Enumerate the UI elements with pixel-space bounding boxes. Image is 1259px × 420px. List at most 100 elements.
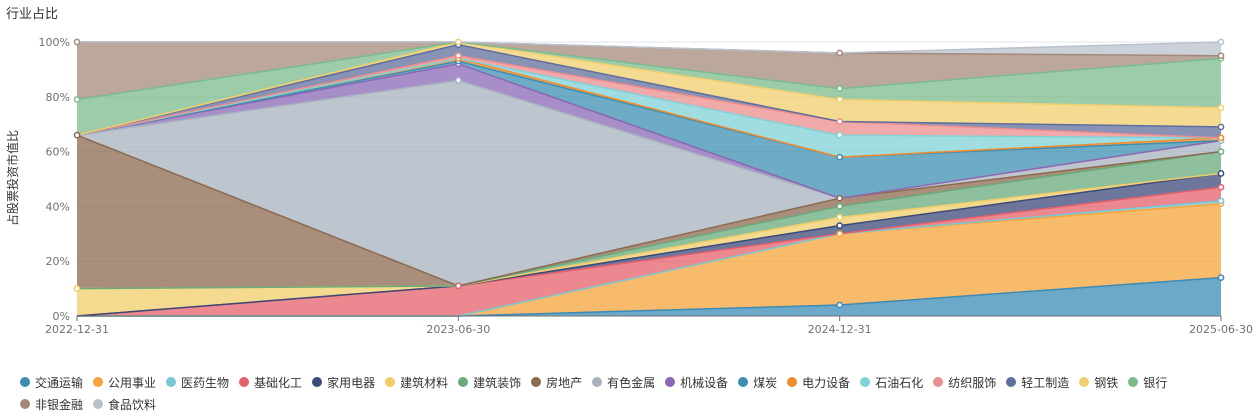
data-point[interactable] [836, 214, 844, 221]
legend-color-icon [738, 377, 749, 387]
legend-item[interactable]: 非银金融 [20, 396, 83, 412]
legend-item[interactable]: 医药生物 [166, 374, 229, 390]
y-axis-label: 占股票投资市值比 [5, 130, 20, 226]
legend-color-icon [385, 377, 396, 387]
legend-item[interactable]: 钢铁 [1079, 374, 1118, 390]
legend-color-icon [20, 399, 30, 409]
area-6 [77, 173, 1221, 316]
y-tick-label: 40% [46, 200, 70, 213]
series-line-10 [76, 63, 1222, 199]
data-point[interactable] [836, 131, 844, 139]
series-line-7 [76, 150, 1222, 290]
data-point[interactable] [454, 77, 462, 84]
data-point[interactable] [1217, 38, 1225, 46]
series-line-5 [76, 172, 1222, 317]
legend-item[interactable]: 建筑材料 [385, 374, 448, 390]
legend-item[interactable]: 纺织服饰 [933, 374, 996, 390]
legend-color-icon [592, 377, 603, 387]
series-line-17 [76, 41, 1222, 101]
data-point[interactable] [1217, 274, 1225, 281]
legend-item[interactable]: 交通运输 [20, 374, 83, 390]
data-point[interactable] [1217, 170, 1225, 177]
data-point[interactable] [836, 153, 844, 161]
point-layer [73, 38, 1225, 309]
legend-item[interactable]: 基础化工 [239, 374, 302, 390]
legend-label: 银行 [1143, 375, 1168, 390]
legend-color-icon [20, 377, 30, 387]
data-point[interactable] [836, 203, 844, 210]
legend-item[interactable]: 房地产 [531, 374, 582, 390]
legend-item[interactable]: 轻工制造 [1006, 374, 1069, 390]
legend-label: 家用电器 [327, 375, 376, 390]
series-line-14 [76, 54, 1222, 139]
data-point[interactable] [836, 230, 844, 238]
legend-label: 机械设备 [680, 375, 729, 390]
data-point[interactable] [1217, 123, 1225, 131]
legend-item[interactable]: 公用事业 [93, 374, 156, 390]
legend-color-icon [1006, 377, 1017, 387]
legend-color-icon [1079, 377, 1090, 387]
area-8 [77, 135, 1221, 289]
data-point[interactable] [73, 38, 81, 46]
data-point[interactable] [73, 131, 81, 139]
data-point[interactable] [1217, 197, 1225, 205]
legend-label: 轻工制造 [1021, 375, 1070, 390]
area-11 [77, 61, 1221, 199]
series-line-13 [76, 57, 1222, 139]
legend-label: 建筑装饰 [473, 375, 522, 390]
legend-item[interactable]: 电力设备 [787, 374, 850, 390]
legend-label: 非银金融 [35, 397, 84, 412]
legend-label: 煤炭 [753, 375, 778, 390]
legend-item[interactable]: 建筑装饰 [458, 374, 521, 390]
data-point[interactable] [836, 96, 844, 103]
legend-label: 房地产 [546, 375, 583, 390]
legend-item[interactable]: 家用电器 [312, 374, 375, 390]
y-tick-label: 0% [53, 310, 70, 323]
x-tick-label: 2023-06-30 [426, 323, 490, 336]
legend-item[interactable]: 银行 [1128, 374, 1167, 390]
legend-color-icon [531, 377, 542, 387]
legend-item[interactable]: 机械设备 [665, 374, 728, 390]
data-point[interactable] [454, 282, 462, 290]
data-point[interactable] [73, 285, 81, 292]
axis-layer: 0% 20% 40% 60% 80% 100% 2022-12-31 2023-06-30 20… [39, 36, 1253, 336]
data-point[interactable] [836, 301, 844, 309]
legend-label: 纺织服饰 [948, 375, 997, 390]
data-point[interactable] [836, 194, 844, 202]
data-point[interactable] [1217, 134, 1225, 142]
y-tick-label: 20% [46, 255, 70, 268]
data-point[interactable] [1217, 148, 1225, 155]
legend-color-icon [665, 377, 676, 387]
series-line-11 [76, 60, 1222, 158]
legend-color-icon [860, 377, 871, 387]
legend-item[interactable]: 煤炭 [738, 374, 777, 390]
legend-item[interactable]: 石油石化 [860, 374, 923, 390]
data-point[interactable] [73, 96, 81, 103]
data-point[interactable] [454, 38, 462, 46]
data-point[interactable] [836, 118, 844, 125]
legend-label: 食品饮料 [108, 397, 157, 412]
legend-label: 医药生物 [181, 375, 230, 390]
legend-label: 石油石化 [875, 375, 924, 390]
data-point[interactable] [1217, 183, 1225, 191]
data-point[interactable] [1217, 52, 1225, 60]
data-point[interactable] [836, 222, 844, 229]
area-9 [77, 80, 1221, 286]
legend-item[interactable]: 有色金属 [592, 374, 655, 390]
legend-color-icon [166, 377, 177, 387]
data-point[interactable] [836, 49, 844, 57]
legend-label: 交通运输 [35, 375, 84, 390]
series-line-19 [77, 41, 1222, 54]
chart-title: 行业占比 [6, 7, 59, 22]
legend-color-icon [93, 399, 104, 409]
data-point[interactable] [836, 85, 844, 92]
data-point[interactable] [1217, 104, 1225, 112]
area-19 [77, 42, 1221, 56]
legend-color-icon [239, 377, 250, 387]
x-tick-label: 2022-12-31 [45, 323, 109, 336]
series-line-16 [76, 41, 1222, 136]
data-point[interactable] [454, 52, 462, 60]
legend-color-icon [933, 377, 944, 387]
legend-item[interactable]: 食品饮料 [93, 396, 156, 412]
